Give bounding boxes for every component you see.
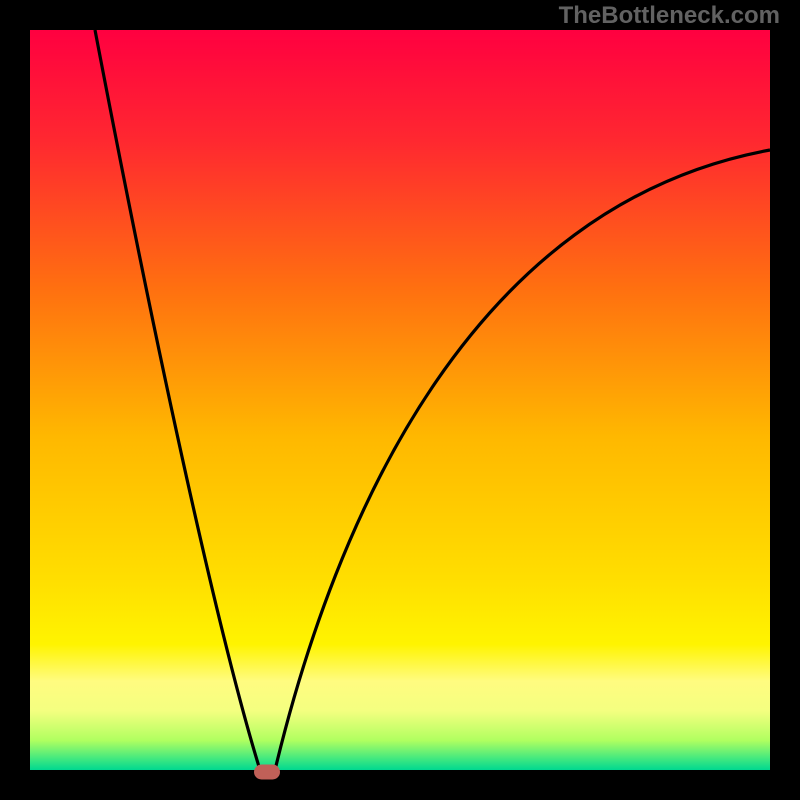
optimal-point-marker [254, 765, 280, 780]
gradient-plot-area [30, 30, 770, 770]
chart-svg [0, 0, 800, 800]
watermark-text: TheBottleneck.com [559, 2, 780, 30]
chart-container: TheBottleneck.com [0, 0, 800, 800]
